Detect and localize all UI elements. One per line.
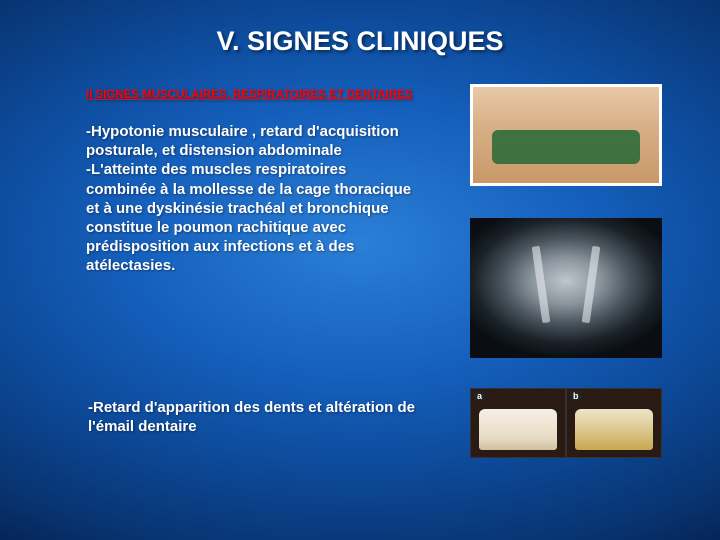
image-dental: a b bbox=[470, 388, 662, 458]
body-paragraph-1: -Hypotonie musculaire , retard d'acquisi… bbox=[86, 122, 416, 276]
body-paragraph-2: -Retard d'apparition des dents et altéra… bbox=[88, 398, 418, 436]
dental-tag-right: b bbox=[570, 391, 582, 401]
dental-photo-placeholder: a b bbox=[470, 388, 662, 458]
dental-tag-left: a bbox=[474, 391, 485, 401]
xray-photo-placeholder bbox=[470, 218, 662, 358]
image-infant bbox=[470, 84, 662, 186]
slide-title: V. SIGNES CLINIQUES bbox=[0, 26, 720, 57]
infant-photo-placeholder bbox=[473, 87, 659, 183]
dental-right: b bbox=[566, 388, 662, 458]
section-subheading: II SIGNES MUSCULAIRES, RESPIRATOIRES ET … bbox=[86, 88, 426, 104]
image-xray bbox=[470, 218, 662, 358]
dental-left: a bbox=[470, 388, 566, 458]
